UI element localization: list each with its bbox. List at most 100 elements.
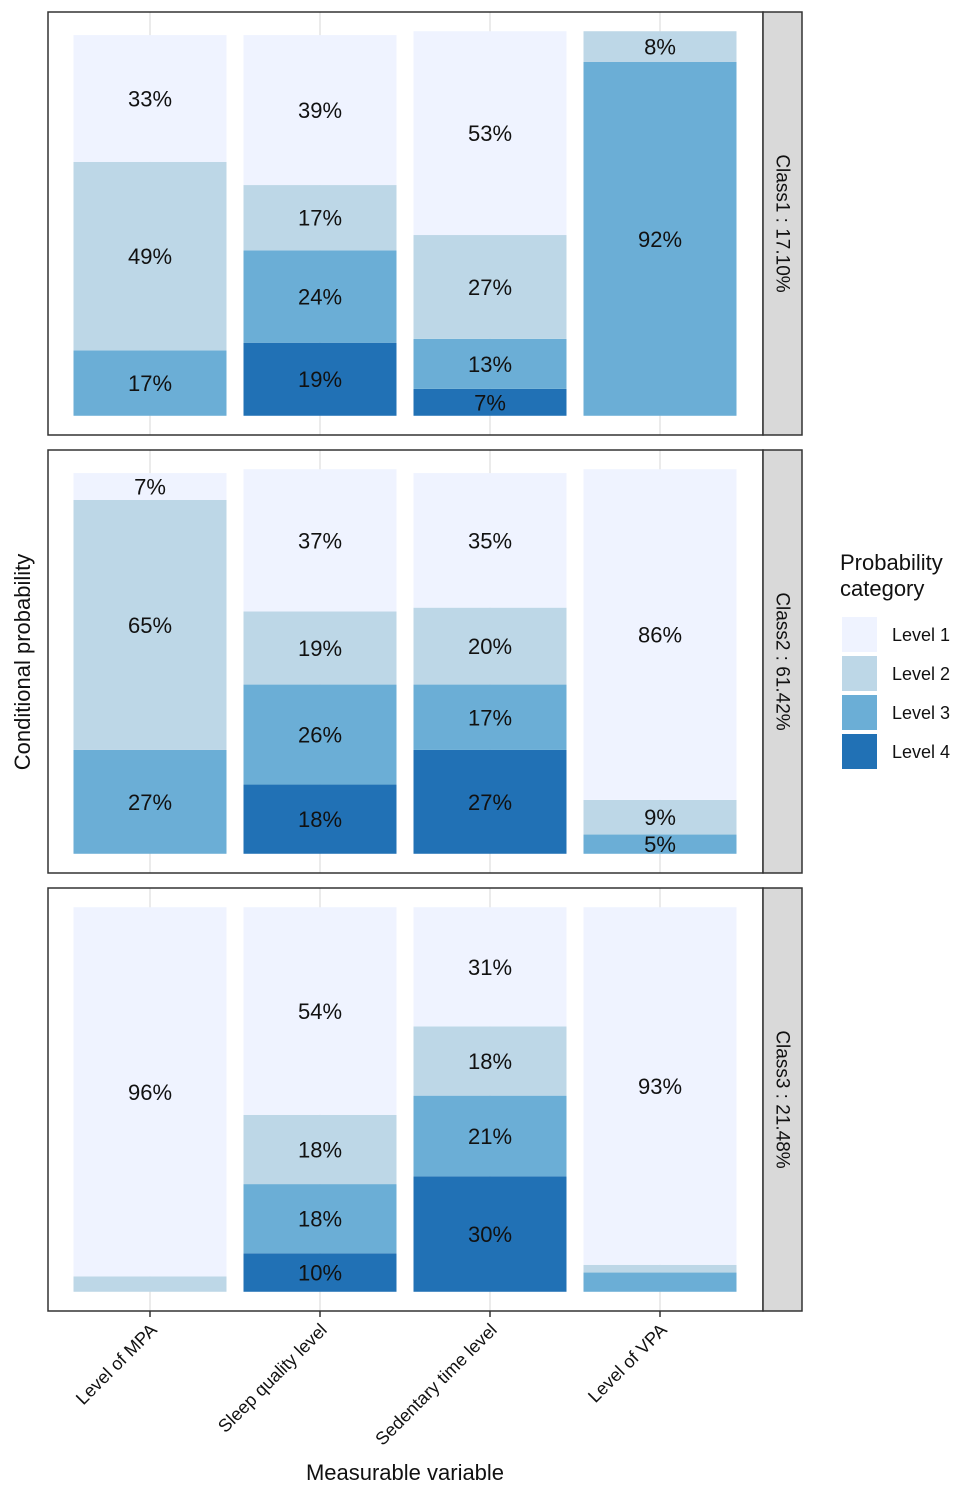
bar-segment [73,749,227,854]
bar-segment [243,185,397,251]
strip-label: Class2 : 61.42% [772,592,793,730]
data-label: 13% [468,352,512,377]
data-label: 18% [298,807,342,832]
data-label: 30% [468,1222,512,1247]
bar-segment [583,1264,737,1273]
bar-segment [243,469,397,612]
bar-segment [413,388,567,416]
bar-segment [583,799,737,835]
data-label: 17% [128,371,172,396]
data-label: 26% [298,723,342,748]
bar-segment [73,907,227,1277]
bar-segment [73,473,227,500]
bar-segment [243,1184,397,1254]
bar-segment [243,907,397,1115]
bar-segment [583,469,737,800]
data-label: 93% [638,1074,682,1099]
bar-segment [73,499,227,750]
x-tick-label: Level of VPA [584,1320,671,1407]
bar-segment [243,611,397,685]
strip [762,11,803,436]
strip-label: Class1 : 17.10% [772,154,793,292]
data-label: 7% [134,475,166,500]
x-tick-label: Sedentary time level [371,1320,500,1449]
data-label: 5% [644,832,676,857]
bar-segment [413,1095,567,1177]
data-label: 92% [638,227,682,252]
bar-segment [583,907,737,1265]
bar-segment [243,250,397,343]
bar-segment [73,161,227,351]
bar-segment [243,784,397,854]
x-tick-label: Level of MPA [72,1320,161,1409]
strip-label: Class3 : 21.48% [772,1030,793,1168]
bar-segment [413,31,567,236]
data-label: 49% [128,244,172,269]
data-label: 27% [468,790,512,815]
bar-segment [413,473,567,608]
data-label: 37% [298,528,342,553]
data-label: 9% [644,805,676,830]
legend-key [842,617,877,652]
data-label: 24% [298,285,342,310]
data-label: 27% [468,275,512,300]
data-label: 17% [298,206,342,231]
bar-segment [583,834,737,854]
bar-segment [583,31,737,62]
bar-segment [413,1026,567,1096]
bar-segment [413,749,567,854]
bar-segment [413,607,567,685]
bar-segment [243,1253,397,1292]
data-label: 19% [298,636,342,661]
data-label: 18% [468,1049,512,1074]
data-label: 27% [128,790,172,815]
bar-segment [243,1114,397,1185]
data-label: 86% [638,623,682,648]
data-label: 33% [128,87,172,112]
legend-key [842,656,877,691]
strip [762,449,803,874]
data-label: 96% [128,1080,172,1105]
data-label: 31% [468,955,512,980]
bar-segment [243,342,397,416]
data-label: 21% [468,1124,512,1149]
data-label: 20% [468,634,512,659]
bar-segment [413,684,567,750]
data-label: 35% [468,528,512,553]
strip [762,887,803,1312]
legend-title: Probability category [840,550,943,601]
bar-segment [413,1176,567,1292]
bar-segment [583,61,737,416]
bar-segment [243,684,397,785]
data-label: 54% [298,999,342,1024]
bar-segment [583,1272,737,1292]
x-axis-title: Measurable variable [306,1460,504,1485]
bar-segment [73,350,227,416]
legend-key [842,734,877,769]
legend-key [842,695,877,730]
bar-segment [73,35,227,162]
bar-segment [73,1276,227,1292]
data-label: 65% [128,613,172,638]
legend-label: Level 3 [892,703,950,723]
bar-segment [243,35,397,186]
data-label: 39% [298,98,342,123]
bar-segment [413,907,567,1027]
data-label: 19% [298,367,342,392]
data-label: 7% [474,390,506,415]
y-axis-title: Conditional probability [10,554,35,770]
data-label: 10% [298,1261,342,1286]
legend-label: Level 2 [892,664,950,684]
bar-segment [413,338,567,389]
data-label: 18% [298,1207,342,1232]
x-tick-label: Sleep quality level [214,1320,331,1437]
legend-label: Level 4 [892,742,950,762]
data-label: 8% [644,35,676,60]
data-label: 17% [468,705,512,730]
data-label: 18% [298,1137,342,1162]
data-label: 53% [468,121,512,146]
legend-label: Level 1 [892,625,950,645]
bar-segment [413,235,567,339]
